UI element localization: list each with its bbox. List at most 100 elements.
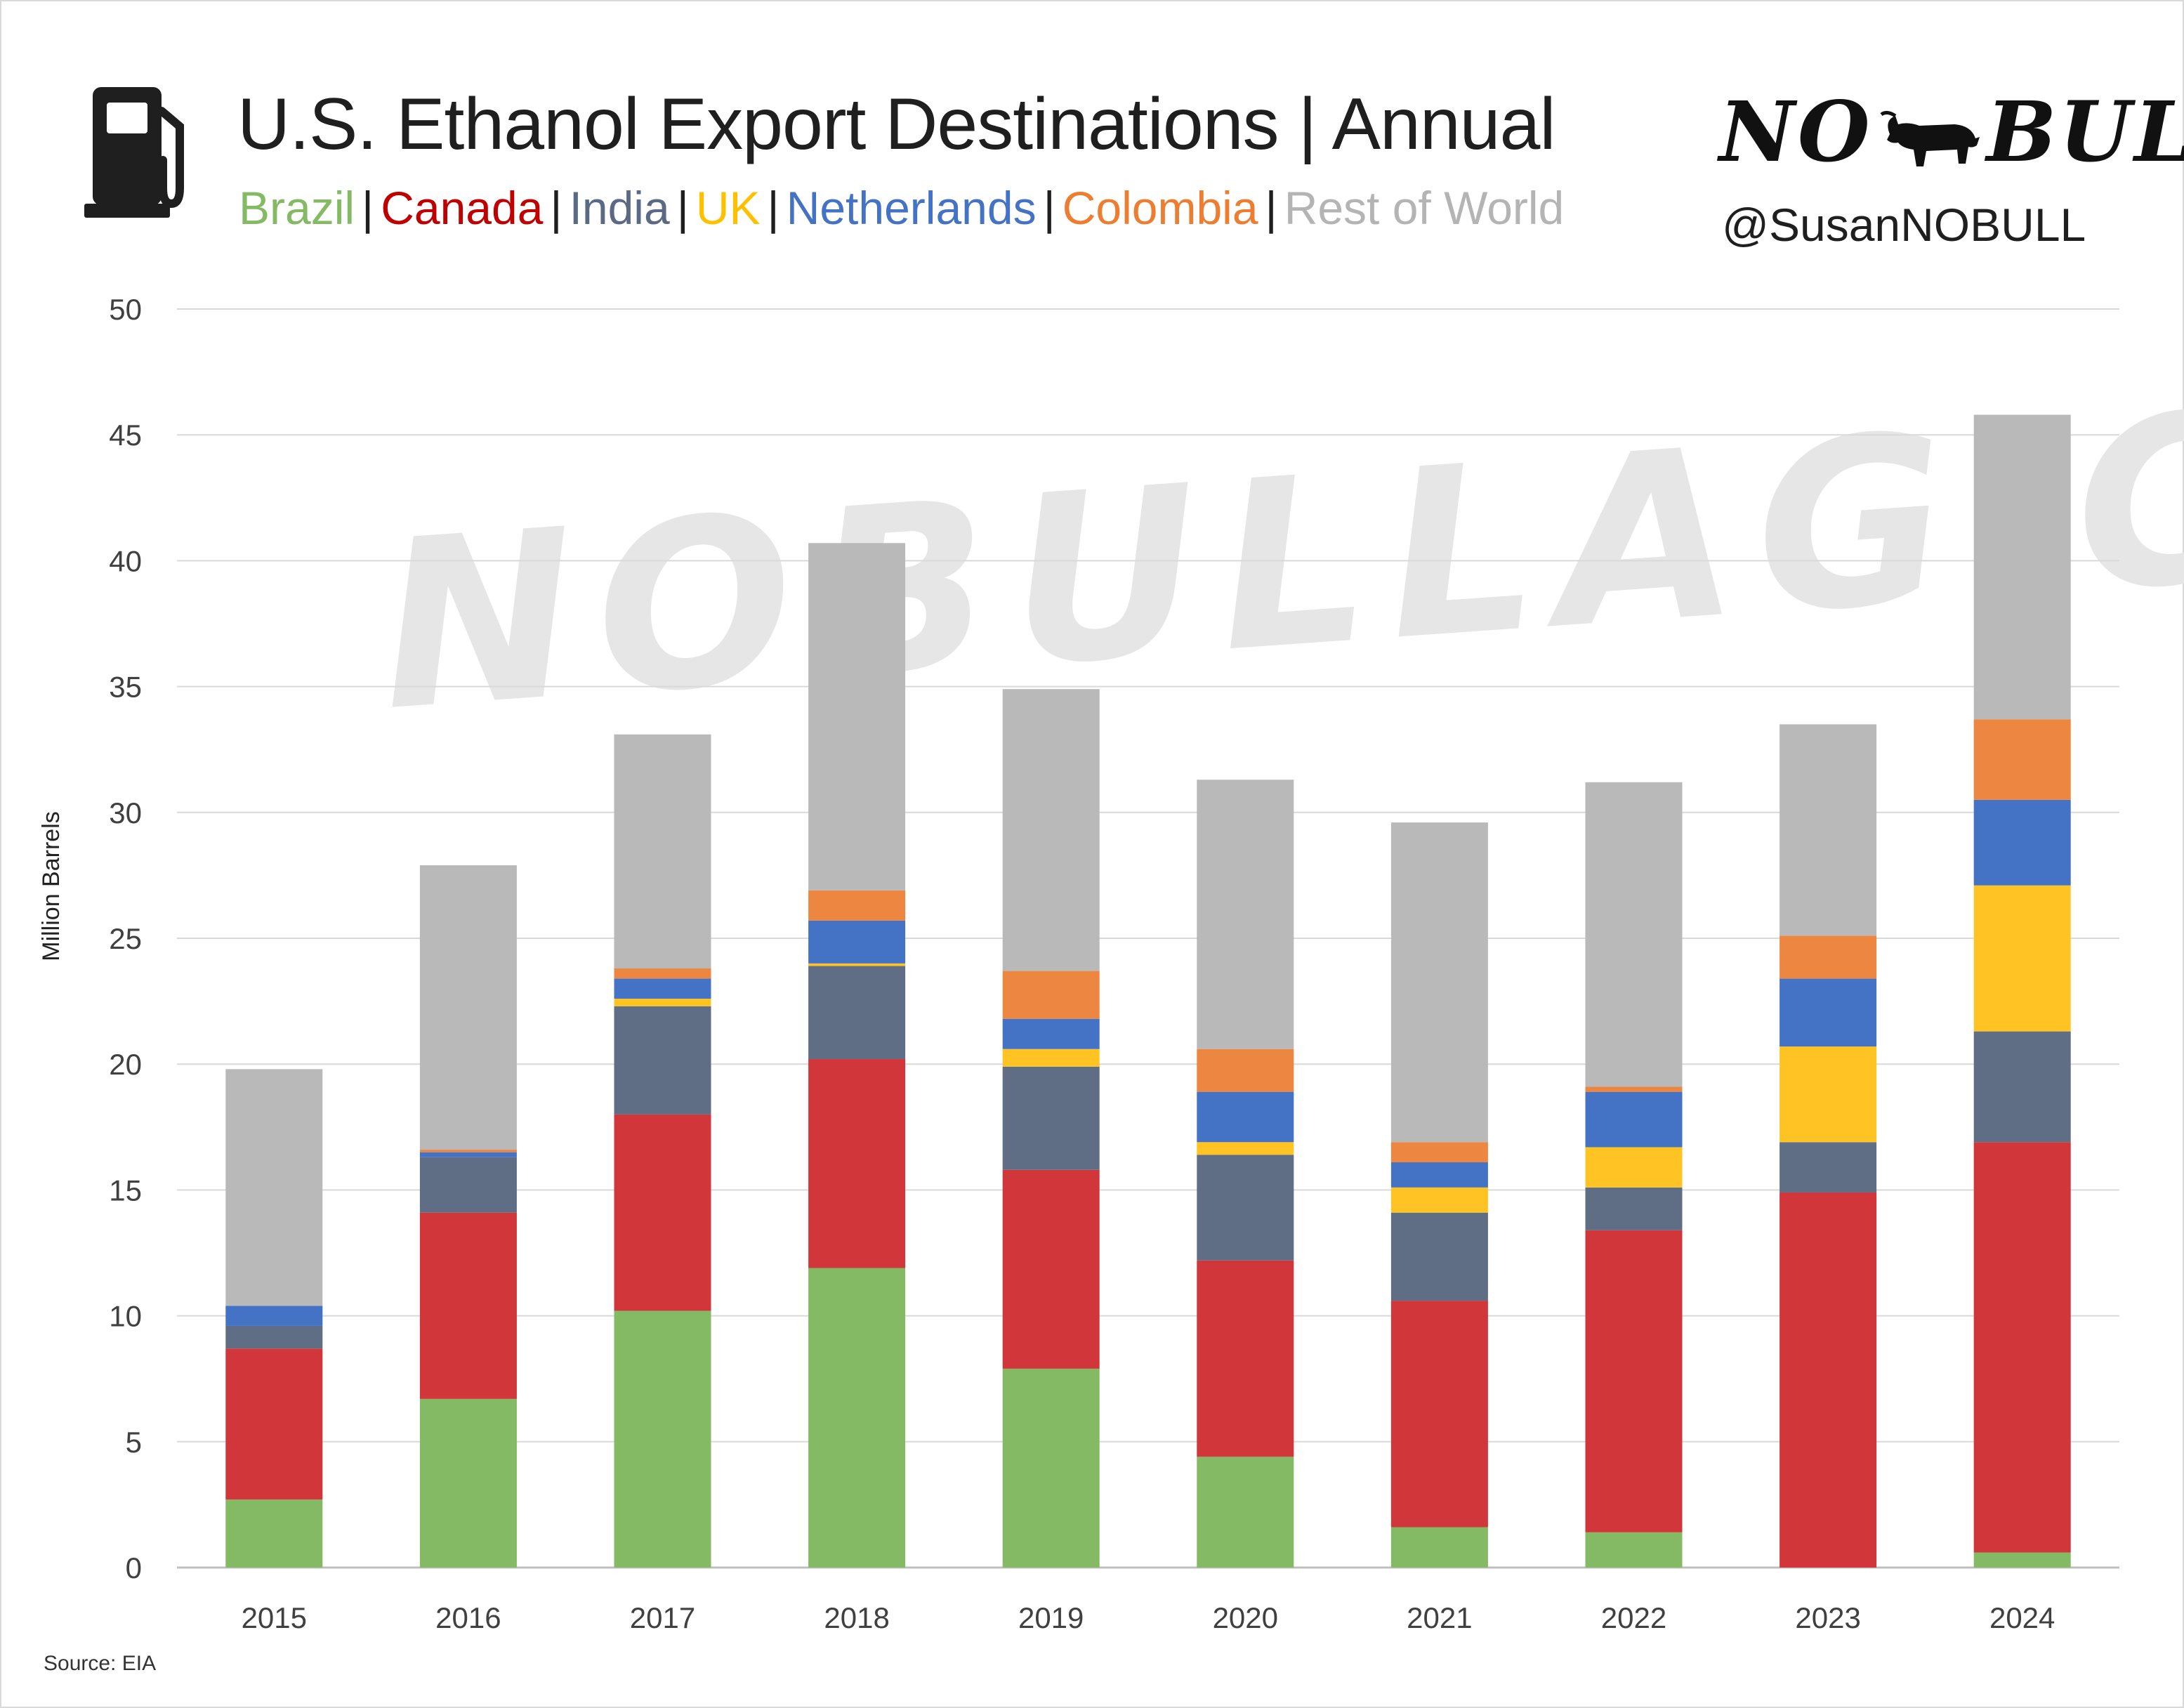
bar-segment-india-2018 — [808, 966, 906, 1060]
legend-separator: | — [550, 182, 563, 234]
bar-segment-netherlands-2018 — [808, 920, 906, 964]
bar-segment-india-2021 — [1390, 1212, 1488, 1301]
legend: Brazil | Canada | India | UK | Netherlands | Colom… — [239, 181, 1564, 235]
bar-segment-colombia-2021 — [1390, 1142, 1488, 1162]
bar-segment-netherlands-2024 — [1973, 799, 2071, 886]
bar-segment-canada-2022 — [1585, 1230, 1683, 1532]
logo-text-right: BULL — [1986, 83, 2184, 180]
bar-segment-india-2015 — [225, 1325, 323, 1349]
bar-segment-canada-2020 — [1197, 1260, 1294, 1457]
bar-segment-india-2023 — [1780, 1142, 1877, 1193]
bar-segment-canada-2019 — [1002, 1169, 1100, 1369]
fuel-pump-icon — [84, 87, 184, 218]
bar-segment-netherlands-2019 — [1002, 1018, 1100, 1049]
bar-segment-netherlands-2023 — [1780, 978, 1877, 1047]
legend-item-netherlands: Netherlands — [786, 182, 1037, 234]
bar-segment-rest-of-world-2022 — [1585, 782, 1683, 1087]
bar-segment-canada-2023 — [1780, 1192, 1877, 1568]
bar-segment-brazil-2022 — [1585, 1532, 1683, 1568]
bar-segment-netherlands-2021 — [1390, 1162, 1488, 1188]
bar-segment-rest-of-world-2020 — [1197, 780, 1294, 1049]
bar-segment-rest-of-world-2016 — [419, 865, 517, 1150]
bar-segment-netherlands-2022 — [1585, 1091, 1683, 1148]
bar-segment-uk-2017 — [614, 999, 711, 1006]
legend-item-colombia: Colombia — [1062, 182, 1258, 234]
y-tick-label: 40 — [109, 544, 142, 577]
x-tick-label: 2016 — [435, 1601, 501, 1634]
bar-segment-brazil-2015 — [225, 1499, 323, 1568]
legend-separator: | — [1265, 182, 1277, 234]
y-tick-label: 50 — [109, 293, 142, 326]
bar-segment-uk-2018 — [808, 963, 906, 966]
bar-segment-canada-2024 — [1973, 1142, 2071, 1553]
bar-segment-colombia-2019 — [1002, 971, 1100, 1019]
bar-segment-colombia-2017 — [614, 968, 711, 979]
bar-segment-rest-of-world-2021 — [1390, 822, 1488, 1143]
logo-text-left: NO — [1719, 83, 1873, 180]
y-axis-ticks: 0 5 10 15 20 25 30 35 40 45 50 — [109, 293, 142, 1584]
y-tick-label: 35 — [109, 671, 142, 704]
bar-segment-canada-2018 — [808, 1059, 906, 1268]
bar-segment-uk-2019 — [1002, 1049, 1100, 1067]
x-tick-label: 2019 — [1018, 1601, 1084, 1634]
bar-segment-colombia-2020 — [1197, 1049, 1294, 1092]
social-handle: @SusanNOBULL — [1722, 199, 2086, 251]
legend-separator: | — [767, 182, 779, 234]
bar-segment-brazil-2020 — [1197, 1457, 1294, 1568]
bar-segment-rest-of-world-2024 — [1973, 414, 2071, 720]
bar-segment-india-2020 — [1197, 1155, 1294, 1261]
bar-segment-netherlands-2015 — [225, 1306, 323, 1326]
bar-segment-india-2024 — [1973, 1031, 2071, 1143]
bar-segment-canada-2017 — [614, 1114, 711, 1311]
bar-segment-netherlands-2020 — [1197, 1091, 1294, 1143]
legend-separator: | — [362, 182, 374, 234]
y-tick-label: 30 — [109, 796, 142, 829]
y-tick-label: 25 — [109, 922, 142, 955]
legend-item-uk: UK — [695, 182, 761, 234]
y-tick-label: 0 — [126, 1551, 142, 1584]
bar-segment-brazil-2018 — [808, 1268, 906, 1568]
legend-item-rest-of-world: Rest of World — [1284, 182, 1565, 234]
bar-segment-rest-of-world-2023 — [1780, 724, 1877, 936]
bar-segment-brazil-2024 — [1973, 1552, 2071, 1568]
x-tick-label: 2022 — [1601, 1601, 1666, 1634]
bull-icon — [1880, 110, 1980, 166]
watermark-text: NOBULLAG.COM — [372, 329, 2184, 762]
bar-segment-brazil-2021 — [1390, 1527, 1488, 1568]
bars — [225, 414, 2071, 1568]
bar-segment-rest-of-world-2019 — [1002, 689, 1100, 971]
bar-segment-india-2019 — [1002, 1066, 1100, 1170]
brand-logo: NO BULL — [1719, 83, 2184, 180]
bar-segment-india-2016 — [419, 1157, 517, 1213]
bar-segment-uk-2022 — [1585, 1147, 1683, 1188]
bar-segment-uk-2024 — [1973, 885, 2071, 1032]
y-tick-label: 15 — [109, 1174, 142, 1207]
legend-item-canada: Canada — [381, 182, 544, 234]
x-tick-label: 2020 — [1213, 1601, 1278, 1634]
bar-segment-rest-of-world-2015 — [225, 1069, 323, 1306]
bar-segment-canada-2021 — [1390, 1301, 1488, 1528]
bar-segment-canada-2015 — [225, 1348, 323, 1500]
bar-segment-colombia-2018 — [808, 890, 906, 921]
bar-segment-netherlands-2016 — [419, 1152, 517, 1157]
bar-segment-netherlands-2017 — [614, 978, 711, 999]
chart-title: U.S. Ethanol Export Destinations | Annua… — [237, 84, 1555, 165]
legend-item-brazil: Brazil — [239, 182, 355, 234]
bar-segment-uk-2023 — [1780, 1046, 1877, 1143]
x-tick-label: 2017 — [630, 1601, 695, 1634]
bar-segment-canada-2016 — [419, 1212, 517, 1399]
bar-segment-brazil-2019 — [1002, 1368, 1100, 1568]
bar-segment-uk-2021 — [1390, 1187, 1488, 1213]
legend-separator: | — [1043, 182, 1055, 234]
bar-segment-rest-of-world-2018 — [808, 543, 906, 891]
bar-segment-colombia-2022 — [1585, 1086, 1683, 1092]
x-tick-label: 2023 — [1795, 1601, 1860, 1634]
legend-separator: | — [676, 182, 689, 234]
bar-segment-rest-of-world-2017 — [614, 734, 711, 969]
legend-item-india: India — [569, 182, 670, 234]
bar-segment-colombia-2023 — [1780, 935, 1877, 979]
x-tick-label: 2018 — [824, 1601, 889, 1634]
bar-segment-brazil-2017 — [614, 1310, 711, 1568]
